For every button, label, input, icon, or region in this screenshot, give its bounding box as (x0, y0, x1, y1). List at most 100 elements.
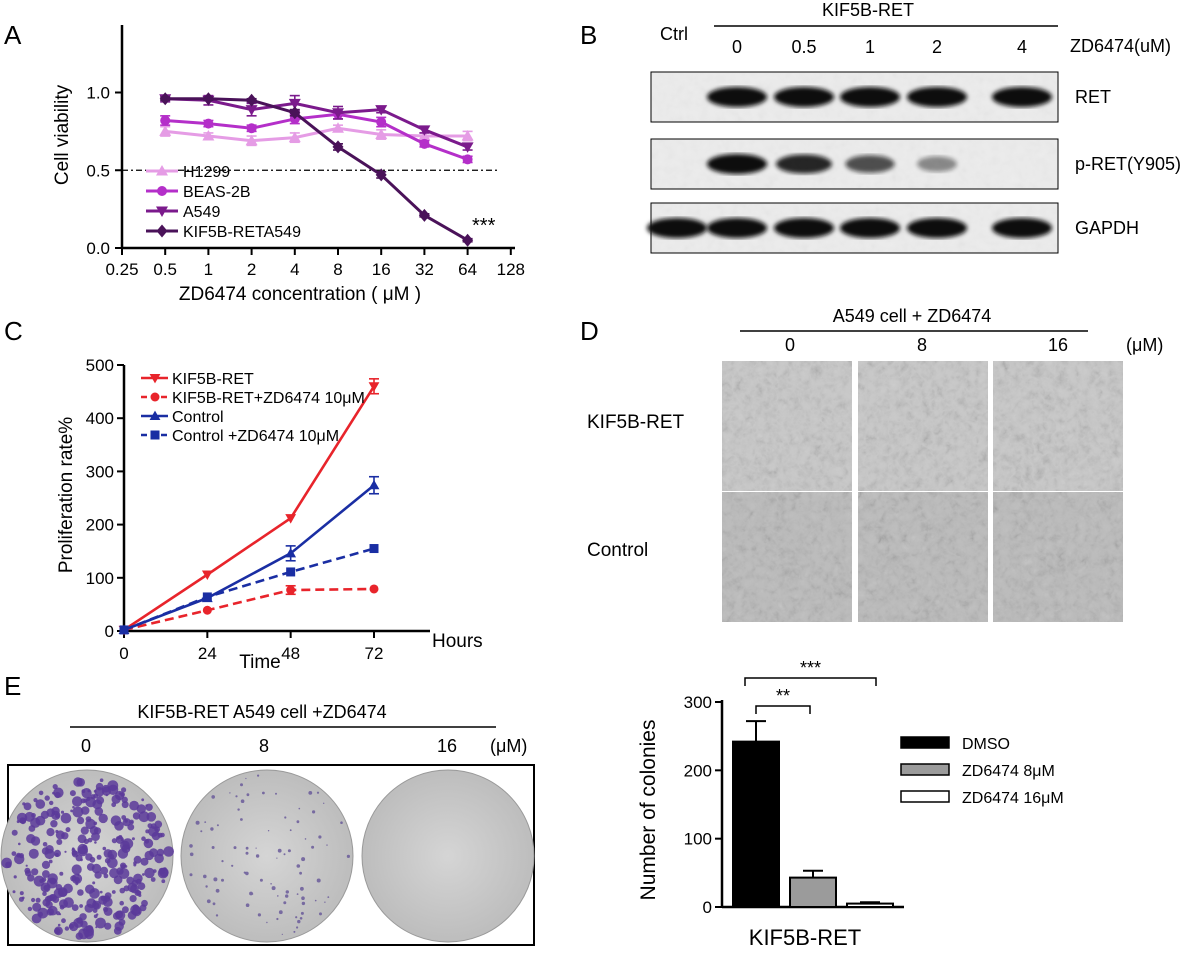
colony-dot (13, 875, 17, 879)
group-label: KIF5B-RET (822, 0, 914, 20)
colony-dot (114, 921, 124, 931)
colony-dot (85, 796, 96, 808)
micrograph-cells (993, 492, 1123, 622)
legend-label: DMSO (962, 736, 1010, 753)
colony-dot (121, 796, 128, 803)
colony-dot (327, 896, 330, 898)
colony-dot (131, 906, 142, 917)
data-point (246, 93, 258, 107)
colony-dot (52, 784, 58, 790)
colony-dot (245, 903, 250, 907)
data-point (462, 154, 473, 165)
colony-dot (300, 886, 304, 891)
micrograph-cells (722, 361, 852, 491)
colony-dot (48, 859, 53, 864)
data-point (332, 108, 344, 119)
colony-dot (41, 860, 51, 870)
colony-dot (28, 825, 36, 832)
y-tick-label: 500 (86, 356, 114, 375)
series-line (123, 547, 375, 632)
x-axis-unit: Hours (432, 631, 483, 652)
colony-dot (30, 897, 36, 903)
colony-dot (49, 800, 54, 806)
colony-dot (262, 791, 265, 795)
colony-dot (245, 851, 249, 855)
colony-dot (271, 886, 276, 891)
series-line (123, 385, 376, 632)
colony-dot (158, 867, 166, 875)
colony-dot (41, 847, 50, 855)
colony-dot (276, 917, 279, 921)
x-tick-label: 128 (497, 260, 525, 279)
colony-dot (156, 848, 165, 857)
bracket-line (755, 705, 811, 714)
band (707, 218, 767, 238)
colony-dot (77, 834, 87, 844)
colony-dot (276, 857, 278, 859)
colony-dot (296, 926, 299, 929)
colony-dot (54, 852, 59, 857)
colony-dot (94, 841, 97, 844)
colony-dot (50, 820, 58, 828)
colony-dot (131, 837, 135, 841)
colony-dot (119, 887, 126, 894)
colony-dot (77, 889, 84, 896)
legend-item: BEAS-2B (146, 184, 251, 201)
colony-dot (70, 875, 77, 882)
colony-dot (157, 832, 163, 838)
legend-item: KIF5B-RETA549 (146, 224, 301, 241)
data-point (201, 570, 213, 581)
data-point (288, 131, 301, 143)
data-point (368, 479, 380, 490)
data-point (289, 106, 301, 120)
data-point (286, 567, 296, 577)
x-tick-label: 24 (198, 644, 217, 663)
colony-dot (137, 882, 146, 890)
colony-dot (12, 890, 16, 894)
colony-dot (55, 813, 60, 819)
colony-dot (255, 847, 257, 849)
micrograph (858, 361, 988, 491)
legend-label: KIF5B-RET+ZD6474 10μM (172, 390, 365, 407)
legend-marker (149, 410, 161, 421)
colony-dot (71, 904, 79, 911)
colony-dot (71, 864, 82, 875)
colony-dot (85, 935, 88, 938)
colony-dot (99, 890, 103, 894)
series-line (165, 97, 469, 242)
legend-item: H1299 (146, 164, 230, 181)
dose-label: 16 (1048, 335, 1068, 355)
colony-dot (296, 893, 299, 895)
colony-dot (240, 783, 243, 787)
colony-dot (301, 901, 306, 906)
colony-dot (95, 917, 106, 929)
dose-label: 8 (917, 335, 927, 355)
colony-dot (316, 791, 320, 794)
blot-p-ret-y905-: p-RET(Y905) (650, 138, 1181, 190)
colony-dot (60, 812, 72, 824)
micrograph-cells (858, 361, 988, 491)
data-point (462, 233, 474, 247)
colony-dot (267, 830, 270, 832)
x-tick-label: 64 (458, 260, 477, 279)
legend-item: ZD6474 16μM (900, 790, 1064, 807)
colony-dot (115, 910, 126, 921)
colony-dot (129, 819, 134, 825)
colony-dot (120, 911, 123, 914)
x-tick-label: 2 (247, 260, 256, 279)
legend-item: A549 (146, 204, 220, 221)
colony-dot (104, 857, 111, 864)
colony-dot (318, 835, 322, 839)
colony-dot (85, 853, 93, 861)
colony-dot (94, 807, 104, 816)
data-point (375, 168, 387, 182)
data-point (202, 130, 215, 141)
colony-dot (99, 778, 104, 782)
band (840, 87, 900, 107)
series-kif5b-reta549 (159, 92, 474, 247)
series-kif5b-ret (118, 378, 380, 636)
colony-dot (89, 826, 99, 835)
legend-label: Control (172, 409, 224, 426)
x-axis-label: KIF5B-RET (749, 925, 861, 950)
colony-dot (76, 816, 85, 825)
